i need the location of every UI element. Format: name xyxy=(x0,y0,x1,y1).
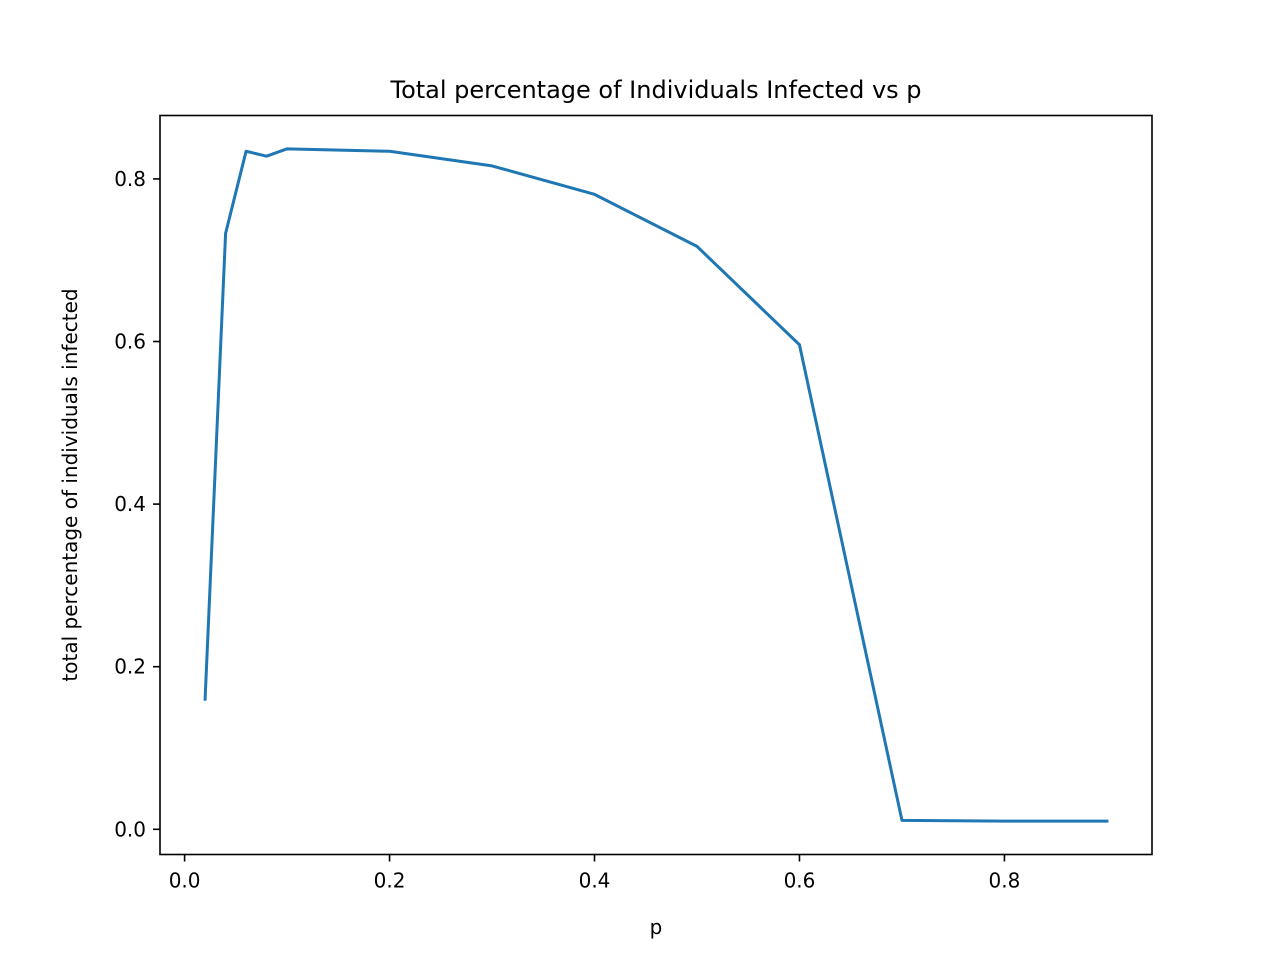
x-tick-label: 0.2 xyxy=(374,869,406,893)
y-tick-label: 0.0 xyxy=(114,817,146,841)
y-tick-label: 0.4 xyxy=(114,492,146,516)
x-axis-label: p xyxy=(650,915,663,939)
x-tick-label: 0.6 xyxy=(784,869,816,893)
plot-area-frame xyxy=(159,114,1153,856)
series-layer xyxy=(203,147,1109,823)
y-tick-label: 0.2 xyxy=(114,655,146,679)
x-tick-label: 0.4 xyxy=(579,869,611,893)
y-tick-label: 0.6 xyxy=(114,330,146,354)
series-line xyxy=(203,147,1109,823)
x-tick-label: 0.0 xyxy=(169,869,201,893)
x-axis-ticks: 0.0 0.2 0.4 0.6 0.8 xyxy=(169,854,1021,893)
x-tick-label: 0.8 xyxy=(989,869,1021,893)
chart-title: Total percentage of Individuals Infected… xyxy=(389,76,921,104)
y-tick-label: 0.8 xyxy=(114,167,146,191)
y-axis-label: total percentage of individuals infected xyxy=(58,288,82,681)
y-axis-ticks: 0.0 0.2 0.4 0.6 0.8 xyxy=(114,167,160,841)
